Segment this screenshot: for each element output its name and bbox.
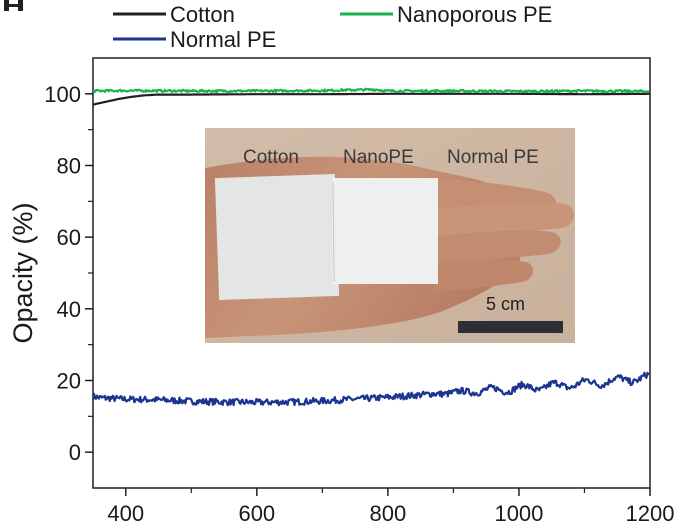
legend: Cotton Nanoporous PE Normal PE: [113, 2, 552, 52]
scale-bar: [458, 321, 563, 333]
scale-bar-label: 5 cm: [486, 294, 525, 314]
series-line-nanoporous-pe: [93, 87, 650, 94]
legend-label: Cotton: [170, 2, 235, 27]
y-tick-label: 100: [44, 82, 81, 107]
nanope-swatch: [332, 178, 438, 284]
legend-label: Nanoporous PE: [397, 2, 552, 27]
panel-letter-fragment: [4, 4, 23, 7]
y-tick-label: 40: [57, 297, 81, 322]
x-tick-label: 1000: [494, 501, 543, 526]
y-tick-label: 0: [69, 440, 81, 465]
series-line-normal-pe: [93, 371, 650, 407]
finger-shape: [435, 202, 574, 238]
legend-label: Normal PE: [170, 27, 276, 52]
cotton-swatch: [214, 173, 340, 301]
finger-shape: [434, 259, 534, 292]
y-tick-label: 20: [57, 369, 81, 394]
photo-label-normal-pe: Normal PE: [447, 147, 539, 168]
y-tick-label: 80: [57, 154, 81, 179]
swatch-seam: [332, 181, 335, 283]
x-tick-label: 400: [107, 501, 144, 526]
x-tick-label: 600: [238, 501, 275, 526]
x-axis: 400 600 800 1000 1200: [107, 488, 674, 526]
y-axis-title: Opacity (%): [8, 202, 38, 343]
x-tick-label: 800: [370, 501, 407, 526]
series-layer: [93, 87, 650, 407]
photo-label-cotton: Cotton: [243, 147, 299, 168]
series-line-cotton: [93, 92, 650, 106]
finger-shape: [436, 230, 561, 264]
inset-photo: Cotton NanoPE Normal PE 5 cm: [205, 128, 575, 343]
x-tick-label: 1200: [626, 501, 675, 526]
photo-label-nanope: NanoPE: [343, 147, 414, 168]
y-tick-label: 60: [57, 225, 81, 250]
y-axis: 0 20 40 60 80 100: [44, 82, 93, 465]
